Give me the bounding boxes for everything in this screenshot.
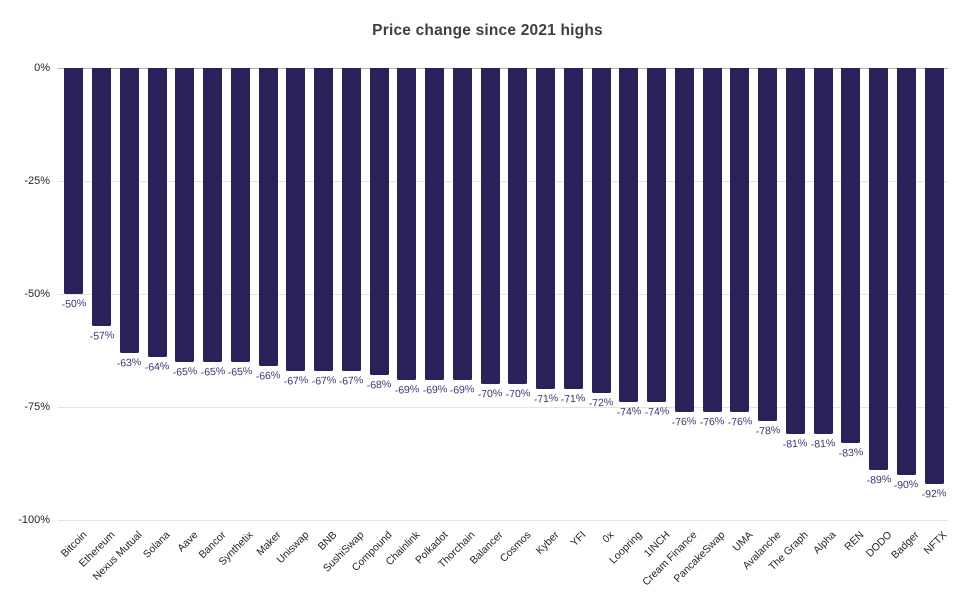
bar [147,68,167,358]
bar [813,68,833,435]
bar [647,68,667,403]
bar-value-label: -67% [310,373,337,388]
category-label: DODO [863,529,895,560]
bar-value-label: -67% [338,373,365,388]
bar [591,68,611,394]
bar [203,68,223,362]
bar-value-label: -70% [505,387,531,402]
y-tick-label: -50% [24,287,50,300]
bar [841,68,861,444]
bar [619,68,639,403]
bar [785,68,805,435]
y-tick-label: -75% [24,400,50,413]
bar [674,68,694,412]
bar-value-label: -65% [227,364,254,379]
bar-value-label: -65% [199,364,226,379]
bar [341,68,361,371]
bar-value-label: -81% [782,437,809,451]
bar [508,68,528,385]
gridline [58,293,948,295]
bar [452,68,472,380]
bar-value-label: -65% [172,364,198,379]
chart-title: Price change since 2021 highs [372,22,603,39]
category-label: REN [842,529,867,554]
bar-value-label: -76% [727,414,753,429]
gridline [58,67,948,69]
category-label: Badger [889,529,922,562]
gridline [58,180,948,182]
bar [536,68,556,389]
bar-value-label: -70% [477,387,503,402]
bar-value-label: -63% [116,355,143,370]
y-tick-label: -25% [24,174,50,187]
bar [258,68,278,367]
bar [119,68,139,353]
bar-value-label: -92% [921,486,947,501]
bar-value-label: -72% [588,396,614,411]
bar [896,68,916,475]
bar-value-label: -69% [394,383,420,397]
bar [64,68,84,294]
bar-value-label: -71% [560,392,587,406]
gridline [58,406,948,408]
bar-value-label: -76% [671,414,698,429]
category-label: UMA [730,529,756,554]
bar [702,68,722,412]
bar-value-label: -68% [366,378,392,393]
bar-value-label: -67% [283,373,309,388]
bar-value-label: -90% [893,477,920,492]
bar-value-label: -76% [699,414,725,429]
category-label: NFTX [921,529,950,557]
bar-value-label: -71% [532,392,559,406]
category-label: YFI [568,529,589,550]
category-label: Kyber [533,529,562,557]
bar [175,68,195,362]
bar-value-label: -50% [61,297,87,311]
category-label: PancakeSwap [671,529,728,585]
bar-value-label: -66% [255,369,281,384]
bar [480,68,500,385]
gridline [58,519,948,521]
bar-value-label: -64% [144,360,170,375]
bar-value-label: -78% [754,423,781,438]
bar [869,68,889,471]
bar [730,68,750,412]
bar-value-label: -81% [810,437,836,451]
bar-value-label: -89% [865,473,892,488]
category-label: Alpha [811,529,839,557]
bar-value-label: -69% [421,383,448,397]
bar [369,68,389,376]
bar-value-label: -57% [88,328,115,343]
bar [924,68,944,484]
bar-value-label: -83% [838,446,864,460]
y-tick-label: -100% [18,513,50,526]
category-label: BNB [315,529,340,553]
y-tick-label: 0% [34,61,50,74]
bar-value-label: -74% [616,405,642,420]
bar [758,68,778,421]
bar-value-label: -69% [449,383,476,397]
bar [92,68,112,326]
bar [314,68,334,371]
category-label: Solana [141,529,173,561]
bar [230,68,250,362]
bar [563,68,583,389]
bar [286,68,306,371]
bar-value-label: -74% [643,405,670,420]
category-label: 0x [600,529,617,546]
bar [425,68,445,380]
bar [397,68,417,380]
